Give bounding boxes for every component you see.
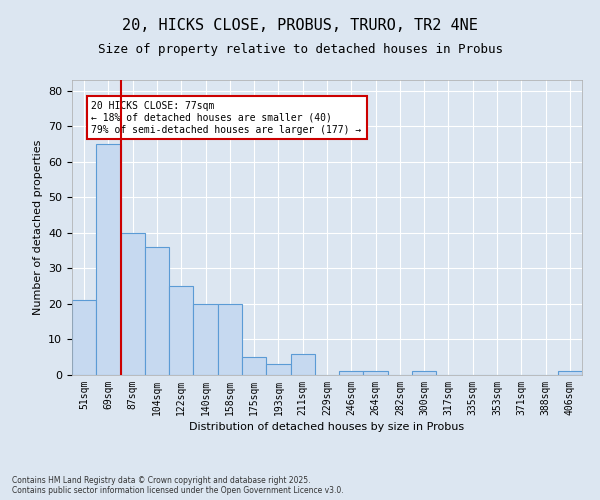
Bar bbox=[96, 144, 121, 375]
Bar bbox=[169, 286, 193, 375]
Bar bbox=[218, 304, 242, 375]
Y-axis label: Number of detached properties: Number of detached properties bbox=[32, 140, 43, 315]
Text: Size of property relative to detached houses in Probus: Size of property relative to detached ho… bbox=[97, 42, 503, 56]
Bar bbox=[412, 372, 436, 375]
X-axis label: Distribution of detached houses by size in Probus: Distribution of detached houses by size … bbox=[190, 422, 464, 432]
Bar bbox=[72, 300, 96, 375]
Bar bbox=[364, 372, 388, 375]
Bar bbox=[121, 233, 145, 375]
Bar bbox=[242, 357, 266, 375]
Bar bbox=[193, 304, 218, 375]
Bar bbox=[266, 364, 290, 375]
Bar bbox=[290, 354, 315, 375]
Text: Contains HM Land Registry data © Crown copyright and database right 2025.
Contai: Contains HM Land Registry data © Crown c… bbox=[12, 476, 344, 495]
Bar bbox=[339, 372, 364, 375]
Bar bbox=[145, 247, 169, 375]
Text: 20, HICKS CLOSE, PROBUS, TRURO, TR2 4NE: 20, HICKS CLOSE, PROBUS, TRURO, TR2 4NE bbox=[122, 18, 478, 32]
Bar bbox=[558, 372, 582, 375]
Text: 20 HICKS CLOSE: 77sqm
← 18% of detached houses are smaller (40)
79% of semi-deta: 20 HICKS CLOSE: 77sqm ← 18% of detached … bbox=[91, 102, 362, 134]
